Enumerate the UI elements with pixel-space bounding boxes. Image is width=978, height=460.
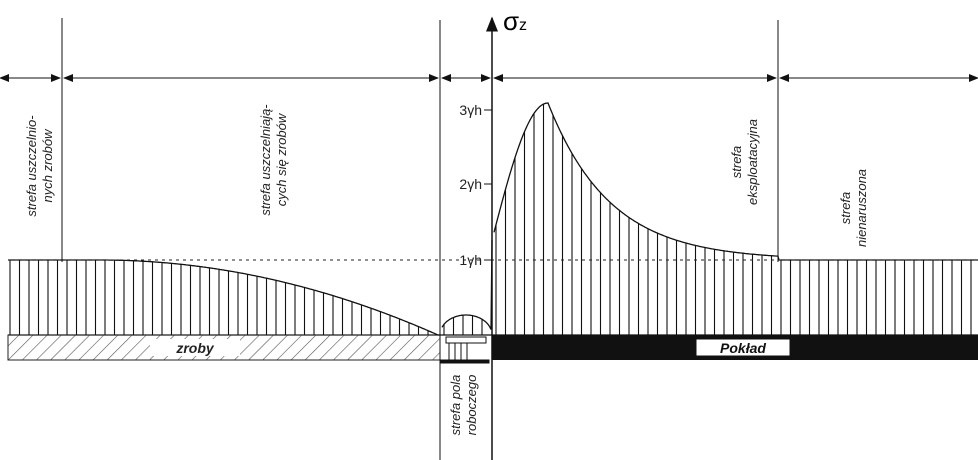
- tick-label: 2γh: [459, 176, 482, 192]
- stress-hatching: [8, 103, 978, 335]
- zone-label: strefa polaroboczego: [448, 375, 479, 436]
- page: {"axis": {"symbol": "σ", "subscript": "z…: [0, 0, 978, 460]
- zone-label: strefa uszczelnio-nych zrobów: [24, 115, 55, 217]
- axis-subscript: z: [519, 17, 527, 34]
- zone-line: eksploatacyjna: [745, 119, 760, 205]
- zone-line: strefa uszczelniają-: [258, 104, 273, 216]
- zone-line: strefa uszczelnio-: [24, 115, 39, 217]
- zone-line: strefa pola: [448, 375, 463, 436]
- goaf-label: zroby: [175, 340, 215, 356]
- axis-label: σz: [503, 6, 527, 36]
- zone-label: strefanienaruszona: [838, 169, 869, 247]
- stress-curve: [8, 260, 440, 335]
- tick-label: 1γh: [459, 252, 482, 268]
- axis-ticks: [484, 110, 492, 260]
- zone-label: strefa uszczelniają-cych się zrobów: [258, 104, 289, 216]
- zone-line: cych się zrobów: [274, 112, 289, 206]
- support: [441, 337, 489, 363]
- stress-diagram: zroby Pokład σz 3γh 2γh 1γh strefa uszcz…: [0, 0, 978, 460]
- seam-label: Pokład: [720, 340, 766, 356]
- zone-line: nych zrobów: [40, 128, 55, 203]
- zone-line: roboczego: [464, 375, 479, 436]
- axis-symbol: σ: [503, 6, 519, 36]
- zone-dividers: [62, 18, 778, 460]
- zone-line: strefa: [838, 192, 853, 225]
- zone-line: nienaruszona: [854, 169, 869, 247]
- zone-line: strefa: [729, 146, 744, 179]
- tick-label: 3γh: [459, 102, 482, 118]
